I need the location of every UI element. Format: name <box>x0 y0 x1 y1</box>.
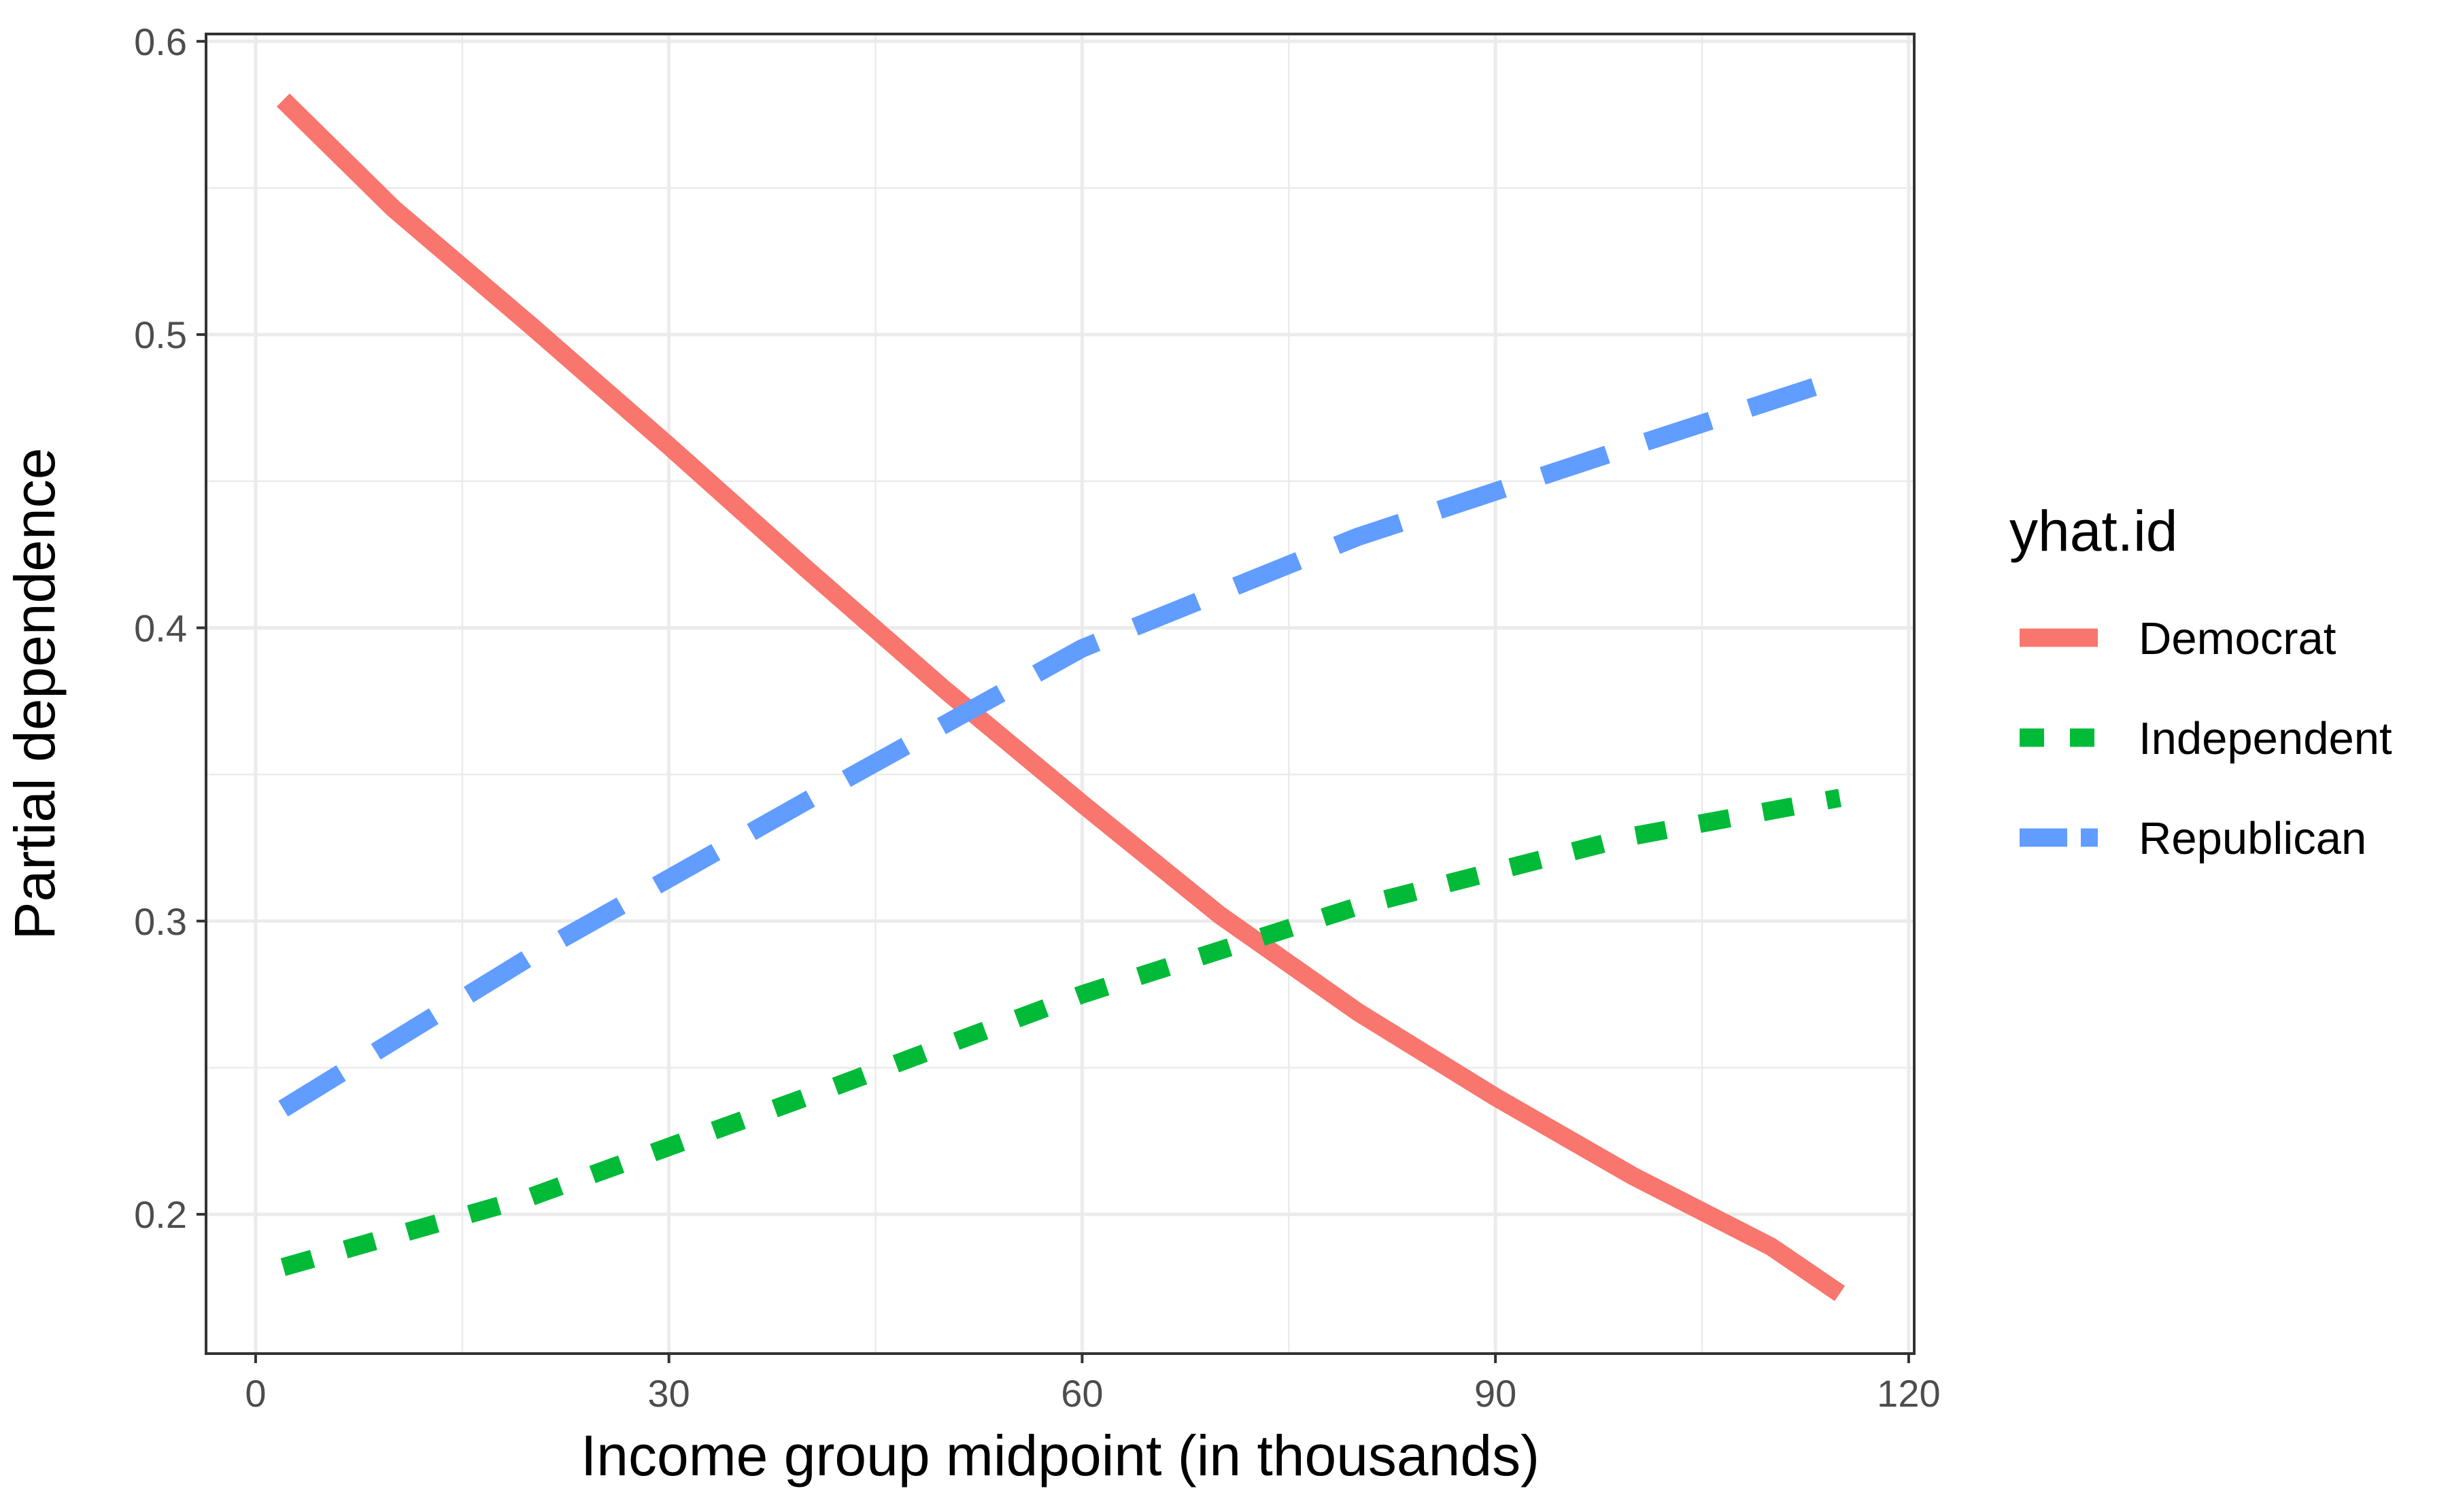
legend-label-democrat: Democrat <box>2139 613 2336 664</box>
panel-border <box>205 33 1916 1355</box>
series-line-independent <box>280 789 1842 1276</box>
legend-label-republican: Republican <box>2139 813 2366 864</box>
y-tick-label: 0.4 <box>134 606 187 649</box>
legend-title: yhat.id <box>2009 499 2178 563</box>
series-line-democrat <box>276 93 1846 1301</box>
y-tick-label: 0.2 <box>134 1193 187 1236</box>
x-tick-label: 30 <box>648 1372 690 1415</box>
legend: yhat.id Democrat Independent Republican <box>2009 499 2392 864</box>
x-tick-label: 90 <box>1474 1372 1516 1415</box>
x-axis-title: Income group midpoint (in thousands) <box>581 1424 1540 1488</box>
y-axis: 0.2 0.3 0.4 0.5 0.6 <box>134 20 206 1236</box>
x-axis: 0 30 60 90 120 <box>245 1354 1941 1415</box>
y-tick-label: 0.3 <box>134 900 187 943</box>
x-tick-label: 60 <box>1061 1372 1103 1415</box>
y-axis-title: Partial dependence <box>3 448 67 940</box>
legend-label-independent: Independent <box>2139 713 2392 764</box>
series-layer <box>276 93 1846 1301</box>
y-tick-label: 0.5 <box>134 313 187 356</box>
x-tick-label: 0 <box>245 1372 266 1415</box>
series-line-republican <box>278 369 1843 1117</box>
x-tick-label: 120 <box>1877 1372 1940 1415</box>
y-tick-label: 0.6 <box>134 20 187 63</box>
